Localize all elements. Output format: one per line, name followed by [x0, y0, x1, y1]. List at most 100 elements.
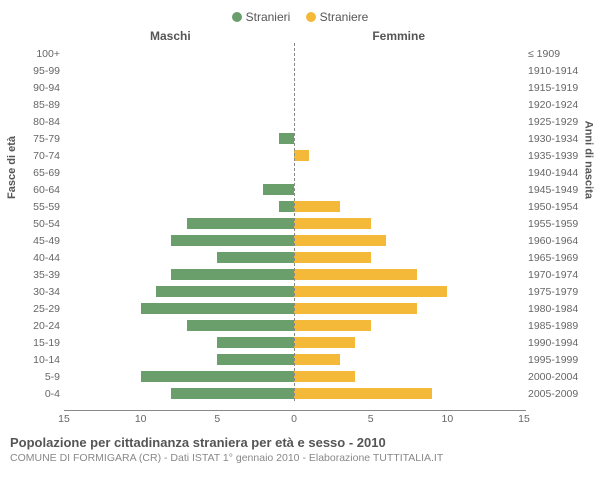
female-half: [294, 370, 524, 383]
x-tick: 5: [214, 413, 220, 425]
female-half: [294, 132, 524, 145]
pyramid-row: 70-741935-1939: [10, 147, 590, 164]
male-half: [64, 98, 294, 111]
bar-female: [294, 388, 432, 399]
x-tick: 15: [518, 413, 530, 425]
age-label: 35-39: [10, 269, 64, 281]
year-label: 1920-1924: [524, 99, 588, 111]
male-half: [64, 132, 294, 145]
male-half: [64, 370, 294, 383]
pyramid-row: 95-991910-1914: [10, 62, 590, 79]
age-label: 25-29: [10, 303, 64, 315]
female-half: [294, 285, 524, 298]
male-half: [64, 183, 294, 196]
bar-male: [279, 201, 294, 212]
year-label: 1970-1974: [524, 269, 588, 281]
female-half: [294, 81, 524, 94]
bar-male: [217, 252, 294, 263]
age-label: 95-99: [10, 65, 64, 77]
female-half: [294, 166, 524, 179]
male-half: [64, 217, 294, 230]
male-half: [64, 115, 294, 128]
year-label: 1930-1934: [524, 133, 588, 145]
year-label: 2005-2009: [524, 388, 588, 400]
bar-female: [294, 235, 386, 246]
female-half: [294, 268, 524, 281]
female-half: [294, 98, 524, 111]
year-label: 1960-1964: [524, 235, 588, 247]
pyramid-row: 50-54 1955-1959: [10, 215, 590, 232]
female-half: [294, 115, 524, 128]
age-label: 55-59: [10, 201, 64, 213]
x-tick: 15: [58, 413, 70, 425]
age-label: 50-54: [10, 218, 64, 230]
pyramid-row: 0-4 2005-2009: [10, 385, 590, 402]
year-label: 1975-1979: [524, 286, 588, 298]
pyramid-row: 20-241985-1989: [10, 317, 590, 334]
year-label: 1950-1954: [524, 201, 588, 213]
legend-label-male: Stranieri: [246, 10, 291, 24]
pyramid-row: 80-84 1925-1929: [10, 113, 590, 130]
bar-female: [294, 320, 371, 331]
pyramid-row: 10-141995-1999: [10, 351, 590, 368]
bar-female: [294, 201, 340, 212]
x-tick: 10: [135, 413, 147, 425]
male-half: [64, 64, 294, 77]
year-label: 1955-1959: [524, 218, 588, 230]
age-label: 45-49: [10, 235, 64, 247]
male-half: [64, 166, 294, 179]
x-tick: 10: [441, 413, 453, 425]
female-half: [294, 149, 524, 162]
age-label: 90-94: [10, 82, 64, 94]
bar-female: [294, 286, 447, 297]
male-half: [64, 200, 294, 213]
female-half: [294, 387, 524, 400]
male-half: [64, 47, 294, 60]
bar-male: [141, 371, 294, 382]
center-axis: [294, 43, 295, 401]
legend-item-male: Stranieri: [232, 10, 291, 24]
male-half: [64, 149, 294, 162]
age-label: 0-4: [10, 388, 64, 400]
bar-female: [294, 354, 340, 365]
chart-title: Popolazione per cittadinanza straniera p…: [10, 435, 590, 450]
bar-male: [187, 218, 294, 229]
year-label: 1925-1929: [524, 116, 588, 128]
year-label: 1995-1999: [524, 354, 588, 366]
pyramid-row: 55-59 1950-1954: [10, 198, 590, 215]
bar-male: [263, 184, 294, 195]
x-axis-ticks: 15105051015: [64, 413, 526, 427]
age-label: 75-79: [10, 133, 64, 145]
pyramid-row: 100+≤ 1909: [10, 45, 590, 62]
age-label: 15-19: [10, 337, 64, 349]
year-label: 1915-1919: [524, 82, 588, 94]
year-label: 1965-1969: [524, 252, 588, 264]
pyramid-row: 65-691940-1944: [10, 164, 590, 181]
year-label: 1935-1939: [524, 150, 588, 162]
bar-male: [279, 133, 294, 144]
legend-label-female: Straniere: [320, 10, 369, 24]
pyramid-row: 15-19 1990-1994: [10, 334, 590, 351]
male-half: [64, 268, 294, 281]
bar-male: [217, 354, 294, 365]
pyramid-row: 35-39 1970-1974: [10, 266, 590, 283]
age-label: 30-34: [10, 286, 64, 298]
header-male: Maschi: [150, 29, 191, 43]
female-half: [294, 183, 524, 196]
male-half: [64, 251, 294, 264]
bar-male: [171, 388, 294, 399]
female-half: [294, 302, 524, 315]
chart-subtitle: COMUNE DI FORMIGARA (CR) - Dati ISTAT 1°…: [10, 452, 590, 464]
male-half: [64, 285, 294, 298]
male-half: [64, 336, 294, 349]
female-half: [294, 64, 524, 77]
pyramid-chart: Maschi Femmine Fasce di età Anni di nasc…: [10, 29, 590, 429]
male-half: [64, 319, 294, 332]
year-label: 1940-1944: [524, 167, 588, 179]
bar-male: [171, 235, 294, 246]
age-label: 20-24: [10, 320, 64, 332]
x-tick: 0: [291, 413, 297, 425]
male-half: [64, 234, 294, 247]
age-label: 80-84: [10, 116, 64, 128]
year-label: 1990-1994: [524, 337, 588, 349]
